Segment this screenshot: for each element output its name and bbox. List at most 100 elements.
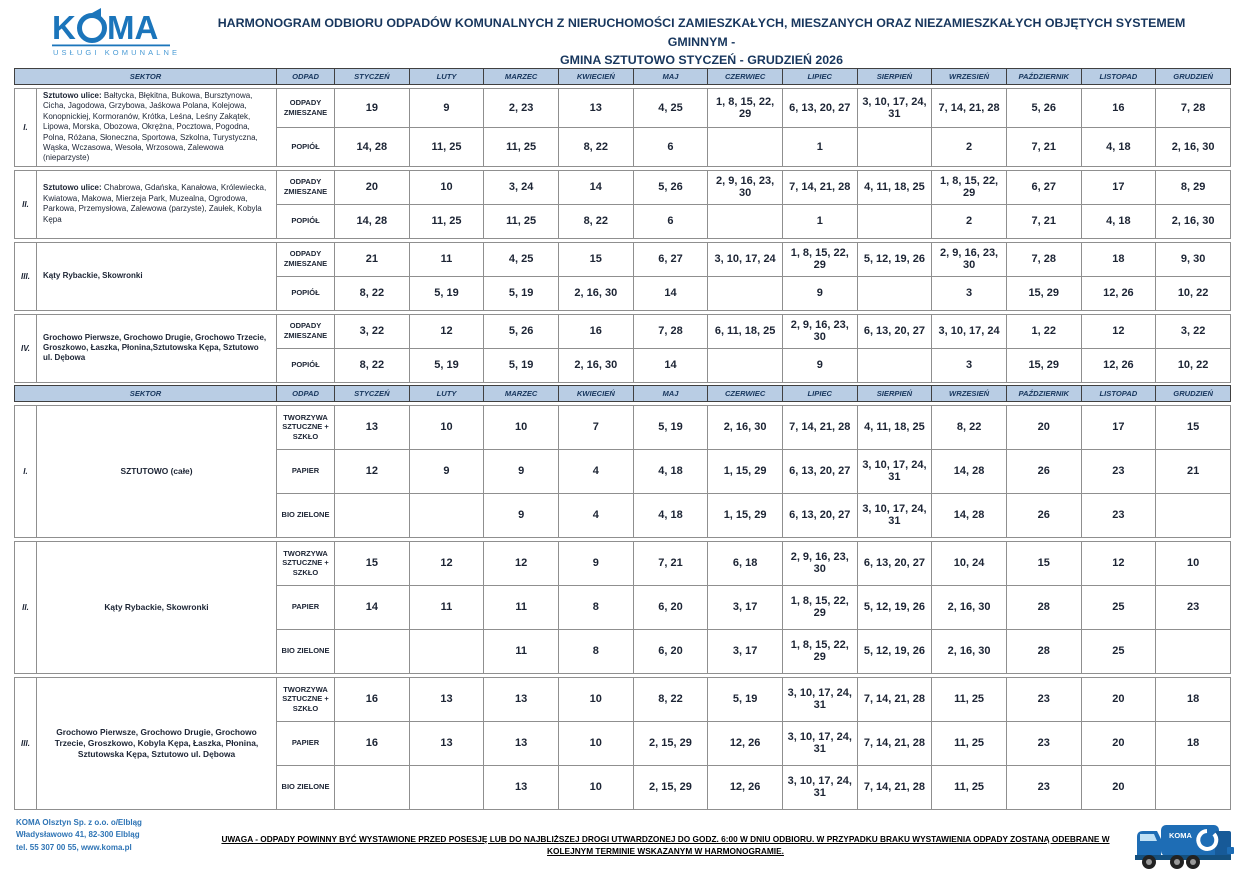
column-header-month: LIPIEC	[781, 68, 858, 85]
schedule-cell: 5, 19	[408, 347, 485, 383]
schedule-cell: 11, 25	[483, 126, 559, 167]
schedule-section: III. Grochowo Pierwsze, Grochowo Drugie, …	[14, 676, 1231, 810]
schedule-cell: 16	[334, 676, 410, 722]
column-header-month: LUTY	[408, 68, 485, 85]
address-line-2: Władysławowo 41, 82-300 Elbląg	[16, 830, 140, 840]
svg-text:MA: MA	[107, 9, 158, 46]
column-header-month: WRZESIEŃ	[931, 68, 1007, 85]
column-header-sektor: SEKTOR	[13, 384, 278, 402]
schedule-cell: 5, 19	[483, 275, 559, 311]
waste-type-label: ODPADY ZMIESZANE	[276, 313, 335, 349]
schedule-cell: 2, 16, 30	[557, 275, 634, 311]
schedule-cell: 8, 22	[334, 275, 410, 311]
sector-name-bold: Sztutowo ulice:	[43, 91, 102, 100]
schedule-section: I. SZTUTOWO (całe) TWORZYWA SZTUCZNE + SZK…	[14, 404, 1231, 538]
schedule-cell: 2, 9, 16, 23, 30	[781, 313, 858, 349]
truck-brand-label: KOMA	[1169, 831, 1192, 840]
schedule-cell	[856, 203, 933, 239]
schedule-cell: 2, 16, 30	[931, 584, 1007, 630]
schedule-cell: 3, 10, 17, 24, 31	[856, 492, 933, 538]
schedule-cell: 3	[931, 275, 1007, 311]
schedule-cell: 2	[931, 203, 1007, 239]
schedule-cell: 10, 22	[1155, 347, 1231, 383]
waste-type-label: BIO ZIELONE	[276, 628, 335, 674]
schedule-cell: 5, 26	[632, 169, 709, 205]
schedule-cell: 7, 28	[632, 313, 709, 349]
schedule-cell	[707, 347, 783, 383]
koma-logo-graphic: K MA USŁUGI KOMUNALNE	[52, 8, 177, 57]
waste-type-label: PAPIER	[276, 584, 335, 630]
schedule-cell: 16	[1080, 88, 1157, 128]
schedule-cell: 12, 26	[1080, 347, 1157, 383]
schedule-cell: 7, 14, 21, 28	[781, 404, 858, 450]
schedule-cell: 3, 24	[483, 169, 559, 205]
schedule-cell: 13	[483, 720, 559, 766]
column-header-month: MAJ	[632, 68, 709, 85]
waste-type-label: POPIÓŁ	[276, 203, 335, 239]
schedule-cell: 2, 15, 29	[632, 764, 709, 810]
schedule-section: III. Kąty Rybackie, Skowronki ODPADY ZMIES…	[14, 241, 1231, 311]
schedule-cell: 2, 16, 30	[707, 404, 783, 450]
schedule-section: IV. Grochowo Pierwsze, Grochowo Drugie, G…	[14, 313, 1231, 383]
waste-type-label: POPIÓŁ	[276, 347, 335, 383]
schedule-cell: 2, 9, 16, 23, 30	[781, 540, 858, 586]
schedule-cell: 17	[1080, 404, 1157, 450]
schedule-cell: 10	[408, 404, 485, 450]
schedule-cell: 11	[483, 584, 559, 630]
schedule-cell: 14	[632, 275, 709, 311]
schedule-cell: 18	[1080, 241, 1157, 277]
schedule-cell: 8, 22	[632, 676, 709, 722]
page-header: K MA USŁUGI KOMUNALNE HARMONOGRAM ODBIOR…	[0, 0, 1245, 67]
schedule-cell: 3, 22	[334, 313, 410, 349]
schedule-cell: 7, 14, 21, 28	[856, 764, 933, 810]
waste-type-label: BIO ZIELONE	[276, 492, 335, 538]
schedule-cell: 6, 13, 20, 27	[781, 492, 858, 538]
column-header-odpad: ODPAD	[276, 384, 336, 402]
schedule-cell: 7	[557, 404, 634, 450]
schedule-cell: 2	[931, 126, 1007, 167]
schedule-cell: 10	[1155, 540, 1231, 586]
column-header-month: GRUDZIEŃ	[1155, 68, 1231, 85]
company-address: KOMA Olsztyn Sp. z o.o. o/Elbląg Władysł…	[16, 817, 206, 854]
sector-roman-numeral: III.	[14, 241, 37, 311]
schedule-cell: 11, 25	[408, 203, 485, 239]
schedule-cell: 3	[931, 347, 1007, 383]
schedule-cell: 10, 24	[931, 540, 1007, 586]
schedule-cell: 13	[557, 88, 634, 128]
sector-name-rest: Chabrowa, Gdańska, Kanałowa, Królewiecka…	[43, 183, 267, 224]
schedule-cell: 5, 19	[483, 347, 559, 383]
schedule-cell: 10	[557, 764, 634, 810]
schedule-cell: 2, 23	[483, 88, 559, 128]
schedule-cell: 7, 14, 21, 28	[781, 169, 858, 205]
schedule-cell: 5, 26	[1005, 88, 1082, 128]
schedule-cell: 12, 26	[707, 764, 783, 810]
schedule-cell: 12	[408, 540, 485, 586]
schedule-cell: 19	[334, 88, 410, 128]
address-line-3: tel. 55 307 00 55, www.koma.pl	[16, 842, 132, 852]
schedule-cell: 7, 28	[1155, 88, 1231, 128]
schedule-cell: 14	[557, 169, 634, 205]
warning-note: UWAGA - ODPADY POWINNY BYĆ WYSTAWIONE PR…	[221, 833, 1110, 857]
schedule-cell: 5, 12, 19, 26	[856, 628, 933, 674]
schedule-cell: 20	[1080, 720, 1157, 766]
schedule-cell: 1, 8, 15, 22, 29	[781, 628, 858, 674]
schedule-cell: 2, 16, 30	[1155, 126, 1231, 167]
schedule-cell: 6	[632, 126, 709, 167]
schedule-cell: 13	[334, 404, 410, 450]
schedule-cell: 8	[557, 584, 634, 630]
schedule-cell: 6, 13, 20, 27	[856, 313, 933, 349]
waste-type-label: TWORZYWA SZTUCZNE + SZKŁO	[276, 404, 335, 450]
schedule-cell	[334, 628, 410, 674]
schedule-cell	[1155, 492, 1231, 538]
schedule-cell: 11	[483, 628, 559, 674]
schedule-cell: 20	[334, 169, 410, 205]
schedule-cell: 8	[557, 628, 634, 674]
sector-name-bold: Grochowo Pierwsze, Grochowo Drugie, Groc…	[43, 332, 267, 363]
svg-text:K: K	[52, 9, 76, 46]
schedule-cell: 15, 29	[1005, 347, 1082, 383]
schedule-cell: 4	[557, 448, 634, 494]
schedule-cell: 7, 21	[1005, 203, 1082, 239]
schedule-cell: 7, 21	[632, 540, 709, 586]
schedule-cell: 15	[1155, 404, 1231, 450]
sector-name: Grochowo Pierwsze, Grochowo Drugie, Groc…	[36, 676, 277, 810]
